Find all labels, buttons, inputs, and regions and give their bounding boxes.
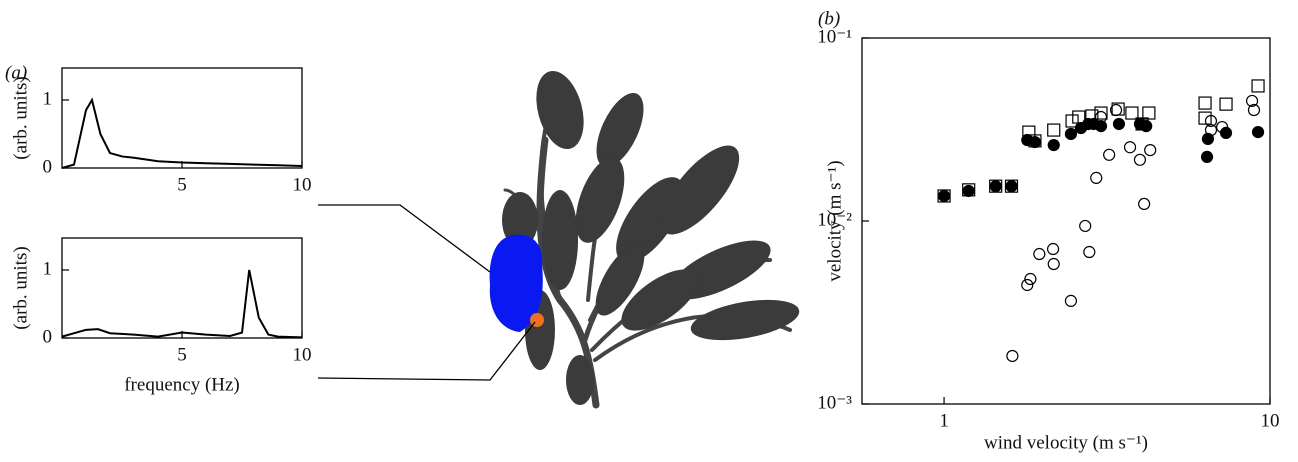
circle-point bbox=[1202, 151, 1213, 162]
circle-point bbox=[1065, 128, 1076, 139]
y-tick-label: 0 bbox=[43, 326, 53, 347]
plot-frame bbox=[62, 68, 302, 168]
line-series bbox=[62, 100, 302, 168]
square-point bbox=[1143, 107, 1155, 119]
y-tick-label: 1 bbox=[43, 88, 53, 109]
circle-point bbox=[1091, 172, 1102, 183]
tree-image bbox=[318, 66, 802, 405]
y-tick-label: 10⁻³ bbox=[817, 392, 852, 413]
circle-point bbox=[1034, 249, 1045, 260]
x-tick-label: 10 bbox=[293, 344, 312, 365]
panel-label: (b) bbox=[818, 8, 840, 29]
x-tick-label: 5 bbox=[177, 344, 187, 365]
plot-frame bbox=[62, 238, 302, 338]
circle-point bbox=[1125, 142, 1136, 153]
circle-point bbox=[1048, 244, 1059, 255]
x-tick-label: 5 bbox=[177, 174, 187, 195]
chart: 0 1 5 10 (arb. units)(a) bbox=[5, 62, 312, 195]
circle-point bbox=[1065, 295, 1076, 306]
y-tick-label: 10⁻¹ bbox=[817, 26, 852, 47]
square-point bbox=[1220, 98, 1232, 110]
square-point bbox=[1126, 107, 1138, 119]
y-axis-label: (arb. units) bbox=[10, 76, 31, 159]
chart: 0 1 5 10 (arb. units) frequency (Hz) bbox=[10, 238, 311, 395]
x-axis-label: wind velocity (m s⁻¹) bbox=[984, 432, 1148, 453]
square-point bbox=[1048, 124, 1060, 136]
circle-point bbox=[1253, 127, 1264, 138]
circle-point bbox=[1048, 140, 1059, 151]
x-tick-label: 1 bbox=[939, 410, 949, 431]
circle-point bbox=[939, 190, 950, 201]
figure: 01510(arb. units)(a)01510(arb. units)fre… bbox=[0, 0, 1298, 462]
circle-point bbox=[1007, 350, 1018, 361]
x-axis-label: frequency (Hz) bbox=[124, 374, 240, 395]
circle-point bbox=[1134, 154, 1145, 165]
circle-point bbox=[1006, 181, 1017, 192]
y-axis-label: velocity (m s⁻¹) bbox=[824, 160, 845, 281]
square-point bbox=[1199, 97, 1211, 109]
circle-point bbox=[1084, 247, 1095, 258]
plot-frame bbox=[862, 38, 1270, 404]
x-tick-label: 10 bbox=[293, 174, 312, 195]
circle-point bbox=[1029, 137, 1040, 148]
circle-point bbox=[1080, 220, 1091, 231]
circle-point bbox=[963, 185, 974, 196]
circle-point bbox=[1048, 259, 1059, 270]
circle-point bbox=[1104, 149, 1115, 160]
circle-point bbox=[1141, 121, 1152, 132]
circle-point bbox=[1113, 118, 1124, 129]
panel-label: (a) bbox=[5, 62, 27, 83]
y-axis-label: (arb. units) bbox=[10, 246, 31, 329]
circle-point bbox=[1145, 145, 1156, 156]
y-tick-label: 1 bbox=[43, 258, 53, 279]
square-point bbox=[1252, 80, 1264, 92]
x-tick-label: 10 bbox=[1261, 410, 1280, 431]
line-series bbox=[62, 270, 302, 337]
circle-point bbox=[1139, 198, 1150, 209]
circle-point bbox=[990, 181, 1001, 192]
y-tick-label: 0 bbox=[43, 156, 53, 177]
